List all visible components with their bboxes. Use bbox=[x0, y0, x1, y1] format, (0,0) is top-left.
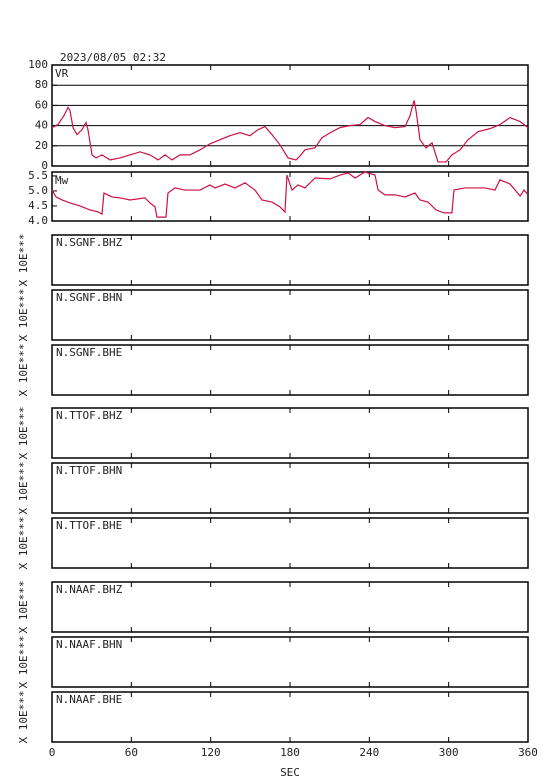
x-tick-label: 180 bbox=[280, 746, 300, 759]
panel-frame bbox=[51, 64, 529, 167]
y-axis-label: X 10E*** bbox=[17, 407, 30, 460]
data-line bbox=[51, 100, 529, 163]
panel-frame bbox=[51, 581, 529, 633]
panel-label: N.SGNF.BHZ bbox=[56, 236, 123, 249]
x-tick-label: 0 bbox=[49, 746, 56, 759]
y-tick-label: 80 bbox=[35, 78, 48, 91]
panel-frame bbox=[51, 171, 529, 222]
x-tick-label: 360 bbox=[518, 746, 538, 759]
y-tick-label: 100 bbox=[28, 58, 48, 71]
y-tick-label: 60 bbox=[35, 98, 48, 111]
y-tick-label: 40 bbox=[35, 119, 48, 132]
y-tick-label: 20 bbox=[35, 139, 48, 152]
y-axis-label: X 10E*** bbox=[17, 462, 30, 515]
y-axis-label: X 10E*** bbox=[17, 344, 30, 397]
panel-label: N.NAAF.BHN bbox=[56, 638, 122, 651]
panel-frame bbox=[51, 289, 529, 341]
x-tick-label: 240 bbox=[359, 746, 379, 759]
data-line bbox=[51, 171, 529, 218]
y-tick-label: 5.5 bbox=[28, 169, 48, 182]
y-tick-label: 4.5 bbox=[28, 199, 48, 212]
panel-label: Mw bbox=[55, 174, 69, 187]
panel-label: N.NAAF.BHE bbox=[56, 693, 122, 706]
chart-title: 2023/08/05 02:32 bbox=[60, 51, 166, 64]
x-tick-label: 60 bbox=[125, 746, 138, 759]
panel-label: N.SGNF.BHN bbox=[56, 291, 122, 304]
y-axis-label: X 10E*** bbox=[17, 289, 30, 342]
panel-label: VR bbox=[55, 67, 69, 80]
y-tick-label: 4.0 bbox=[28, 214, 48, 227]
panel-label: N.SGNF.BHE bbox=[56, 346, 122, 359]
panel-frame bbox=[51, 407, 529, 459]
y-axis-label: X 10E*** bbox=[17, 691, 30, 744]
panel-label: N.TTOF.BHE bbox=[56, 519, 122, 532]
y-axis-label: X 10E*** bbox=[17, 234, 30, 287]
x-tick-label: 300 bbox=[439, 746, 459, 759]
panel-label: N.TTOF.BHN bbox=[56, 464, 122, 477]
x-axis-label: SEC bbox=[280, 766, 300, 779]
panel-frame bbox=[51, 636, 529, 688]
y-axis-label: X 10E*** bbox=[17, 581, 30, 634]
panel-frame bbox=[51, 344, 529, 396]
x-tick-label: 120 bbox=[201, 746, 221, 759]
y-tick-label: 0 bbox=[41, 159, 48, 172]
y-axis-label: X 10E*** bbox=[17, 517, 30, 570]
panel-frame bbox=[51, 234, 529, 286]
panel-label: N.NAAF.BHZ bbox=[56, 583, 123, 596]
y-tick-label: 5.0 bbox=[28, 184, 48, 197]
y-axis-label: X 10E*** bbox=[17, 636, 30, 689]
panel-frame bbox=[51, 462, 529, 514]
panel-label: N.TTOF.BHZ bbox=[56, 409, 123, 422]
panel-frame bbox=[51, 517, 529, 569]
panel-frame bbox=[51, 691, 529, 743]
